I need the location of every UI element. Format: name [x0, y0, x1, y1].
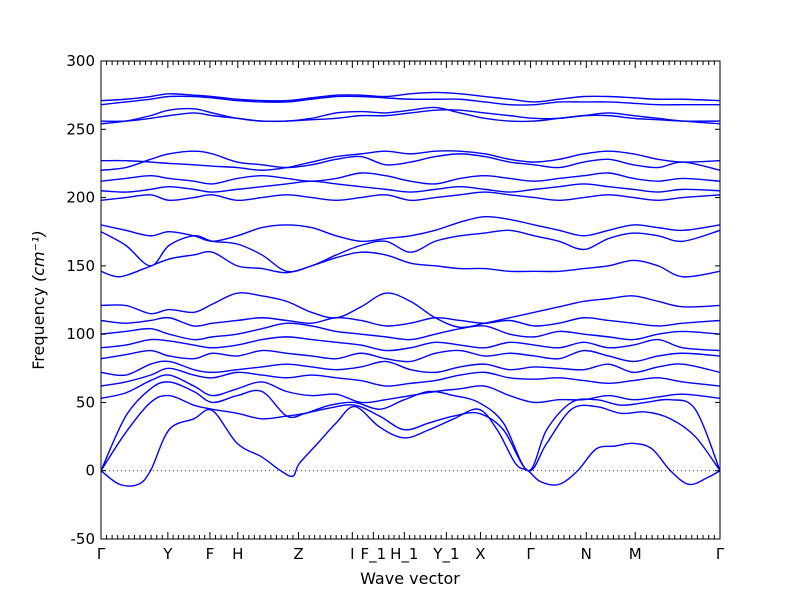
phonon-branch-line — [101, 405, 720, 487]
x-tick-label: X — [475, 545, 485, 563]
y-axis-label-text: Frequency — [29, 282, 48, 370]
phonon-branch-line — [101, 172, 720, 185]
x-tick-label: H_1 — [390, 545, 418, 564]
phonon-branch-line — [101, 91, 720, 103]
y-tick-label: 250 — [66, 120, 95, 138]
phonon-branch-line — [101, 374, 720, 404]
phonon-branch-line — [101, 109, 720, 123]
phonon-branch-line — [101, 106, 720, 125]
y-tick-label: 100 — [66, 325, 95, 343]
phonon-branch-line — [101, 215, 720, 243]
x-tick-label: M — [629, 545, 642, 563]
y-tick-label: 50 — [76, 393, 95, 411]
y-axis-label-unit: (cm⁻¹) — [29, 230, 48, 282]
phonon-branch-line — [101, 349, 720, 363]
y-tick-label: 300 — [66, 52, 95, 70]
x-tick-label: Y — [162, 545, 173, 563]
plot-frame — [100, 60, 721, 540]
x-tick-label: H — [232, 545, 243, 563]
x-tick-label: Γ — [716, 545, 725, 563]
phonon-branch-line — [101, 316, 720, 327]
series-layer — [101, 91, 720, 487]
x-tick-label: I — [350, 545, 354, 563]
phonon-branch-line — [101, 381, 720, 472]
phonon-branch-line — [101, 336, 720, 352]
phonon-branch-line — [101, 292, 720, 329]
phonon-branch-line — [101, 95, 720, 106]
phonon-branch-line — [101, 322, 720, 341]
y-tick-label: 200 — [66, 189, 95, 207]
y-tick-label: -50 — [71, 530, 96, 548]
phonon-branch-line — [101, 367, 720, 387]
x-tick-label: Γ — [526, 545, 535, 563]
x-tick-label: F — [206, 545, 215, 563]
phonon-branch-line — [101, 150, 720, 171]
y-tick-label: 150 — [66, 257, 95, 275]
x-tick-label: F_1 — [361, 545, 387, 564]
phonon-branch-line — [101, 180, 720, 193]
y-tick-label: 0 — [85, 462, 95, 480]
y-axis-label: Frequency (cm⁻¹) — [29, 230, 48, 369]
phonon-branch-line — [101, 191, 720, 202]
x-axis-label: Wave vector — [360, 569, 460, 588]
x-axis-ticks: Γ Y F H Z I F_1 H_1 Y_1 X Γ N M Γ — [97, 61, 725, 564]
x-tick-label: Z — [293, 545, 303, 563]
phonon-branch-line — [101, 250, 720, 278]
phonon-branch-line — [101, 360, 720, 377]
y-axis-ticks: -50 0 50 100 150 200 250 300 — [66, 52, 720, 548]
phonon-branch-line — [101, 150, 720, 171]
x-tick-label: Y_1 — [432, 545, 459, 564]
x-tick-label: N — [581, 545, 592, 563]
x-tick-label: Γ — [97, 545, 106, 563]
phonon-branch-line — [101, 394, 720, 472]
